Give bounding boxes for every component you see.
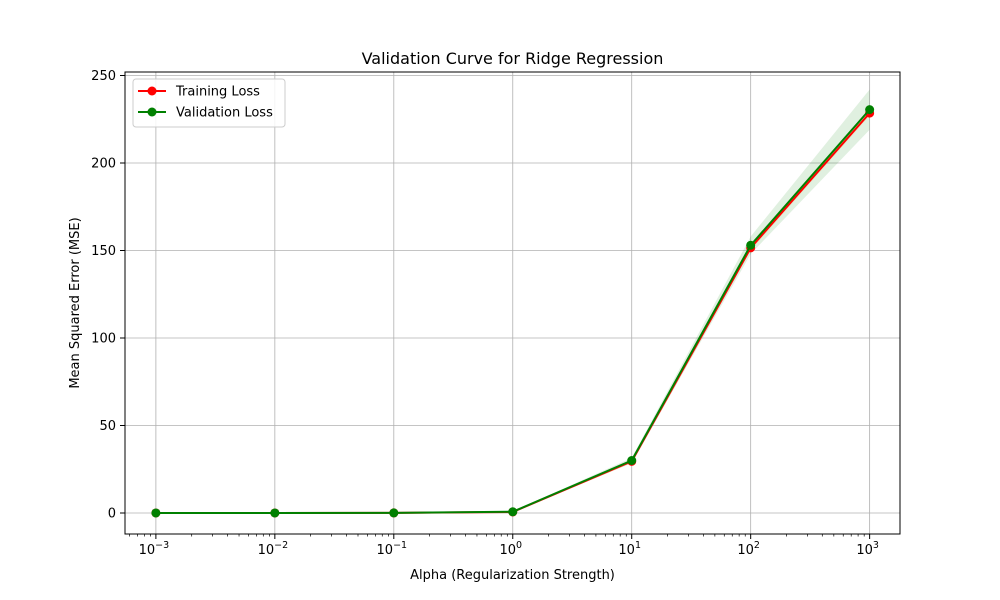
legend-label-series-0: Training Loss: [175, 85, 260, 100]
x-tick-label-exponent: 3: [873, 540, 879, 551]
y-tick-label: 0: [108, 507, 116, 522]
legend-box: [132, 78, 286, 128]
x-tick-label: 103: [856, 540, 879, 558]
x-tick-label-base: 10: [499, 543, 516, 558]
x-axis-label: Alpha (Regularization Strength): [410, 568, 615, 583]
y-tick-label: 250: [91, 69, 116, 84]
x-tick-label-exponent: −1: [393, 540, 407, 551]
x-tick-label: 10−2: [258, 540, 289, 558]
point-series-1: [627, 456, 637, 465]
x-tick-label-base: 10: [139, 543, 156, 558]
point-series-1: [151, 508, 161, 518]
legend-marker-series-1: [147, 107, 157, 117]
legend-label-series-1: Validation Loss: [176, 106, 273, 121]
x-tick-label-base: 10: [618, 543, 635, 558]
x-tick-label: 102: [737, 540, 760, 558]
y-axis-label: Mean Squared Error (MSE): [68, 217, 83, 388]
chart-title: Validation Curve for Ridge Regression: [362, 49, 664, 68]
point-series-1: [746, 240, 756, 250]
point-series-1: [270, 508, 280, 518]
x-tick-label-exponent: −2: [274, 540, 288, 551]
x-tick-label-base: 10: [856, 543, 873, 558]
x-tick-label-base: 10: [258, 543, 275, 558]
y-tick-label: 200: [91, 157, 116, 172]
x-tick-label-exponent: 1: [635, 540, 641, 551]
x-tick-label: 100: [499, 540, 522, 558]
x-tick-label: 10−1: [377, 540, 408, 558]
x-tick-label-base: 10: [737, 543, 754, 558]
x-tick-label-base: 10: [377, 543, 394, 558]
x-tick-label-exponent: 2: [754, 540, 760, 551]
point-series-1: [508, 507, 518, 517]
x-tick-label-exponent: −3: [155, 540, 169, 551]
x-tick-label-exponent: 0: [516, 540, 522, 551]
y-tick-label: 50: [99, 419, 116, 434]
point-series-1: [865, 105, 875, 115]
y-tick-label: 150: [91, 244, 116, 259]
legend: Training Loss Validation Loss: [132, 78, 286, 128]
point-series-1: [389, 508, 399, 518]
y-tick-label: 100: [91, 332, 116, 347]
x-tick-label: 101: [618, 540, 641, 558]
series-lines: [151, 105, 875, 518]
grid: [125, 72, 900, 534]
x-tick-label: 10−3: [139, 540, 170, 558]
legend-marker-series-0: [147, 86, 157, 96]
